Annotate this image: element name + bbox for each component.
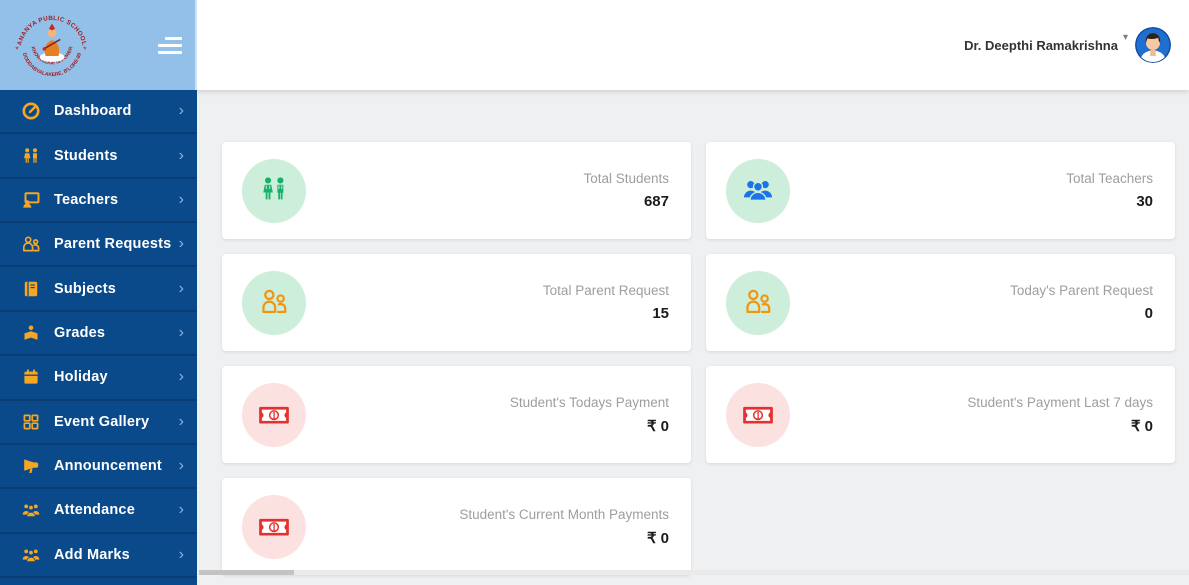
sidebar-item-label: Event Gallery <box>54 413 150 430</box>
sidebar-nav: Dashboard › Students › Teachers › Parent… <box>0 90 197 578</box>
sidebar-item-label: Grades <box>54 324 106 341</box>
stat-value: 15 <box>652 305 669 322</box>
hamburger-icon <box>165 37 182 40</box>
stat-value: 0 <box>1144 305 1153 322</box>
stat-card-todays-payment: 1 Student's Todays Payment ₹ 0 <box>222 366 691 463</box>
sidebar-item-label: Holiday <box>54 369 108 386</box>
sidebar-item-event-gallery[interactable]: Event Gallery › <box>0 401 197 445</box>
stat-card-todays-parent-request: Today's Parent Request 0 <box>706 254 1175 351</box>
money-bill-icon: 1 <box>726 382 790 447</box>
deity-illustration-icon <box>39 23 65 62</box>
sidebar-item-label: Parent Requests <box>54 236 172 253</box>
stat-value: ₹ 0 <box>1130 417 1153 435</box>
sidebar-item-label: Subjects <box>54 280 117 297</box>
svg-text:1: 1 <box>756 410 761 420</box>
stat-value: ₹ 0 <box>646 529 669 547</box>
students-icon <box>242 158 306 223</box>
parents-icon <box>242 270 306 335</box>
stats-grid: Total Students 687 Total Teachers 30 <box>222 142 1175 575</box>
svg-text:1: 1 <box>272 410 277 420</box>
svg-text:1: 1 <box>272 522 277 532</box>
chevron-right-icon: › <box>178 279 184 297</box>
chevron-right-icon: › <box>178 235 184 253</box>
megaphone-icon <box>20 456 41 476</box>
sidebar-item-add-marks[interactable]: Add Marks › <box>0 534 197 578</box>
logo-star-icon: * <box>15 45 19 54</box>
chevron-right-icon: › <box>178 368 184 386</box>
stat-label: Student's Todays Payment <box>509 394 669 410</box>
chevron-right-icon: › <box>178 457 184 475</box>
stat-value: ₹ 0 <box>646 417 669 435</box>
user-menu[interactable]: Dr. Deepthi Ramakrishna ▾ <box>964 0 1171 90</box>
stat-label: Total Parent Request <box>542 283 669 298</box>
stat-label: Today's Parent Request <box>1010 283 1153 298</box>
sidebar-item-label: Dashboard <box>54 103 132 120</box>
chevron-right-icon: › <box>178 501 184 519</box>
students-icon <box>20 146 41 166</box>
calendar-icon <box>20 367 41 387</box>
school-logo[interactable]: ANANYA PUBLIC SCHOOL DODDABYALAKERE, B'L… <box>13 4 91 82</box>
menu-toggle-button[interactable] <box>158 37 182 54</box>
sidebar-item-attendance[interactable]: Attendance › <box>0 489 197 534</box>
teachers-icon <box>726 158 790 223</box>
sidebar-item-grades[interactable]: Grades › <box>0 312 197 357</box>
top-header: Dr. Deepthi Ramakrishna ▾ <box>197 0 1189 90</box>
stat-card-total-parent-request: Total Parent Request 15 <box>222 254 691 351</box>
group-icon <box>20 545 41 565</box>
chevron-right-icon: › <box>178 190 184 208</box>
sidebar-item-subjects[interactable]: Subjects › <box>0 267 197 312</box>
parents-icon <box>726 270 790 335</box>
stat-card-current-month-payments: 1 Student's Current Month Payments ₹ 0 <box>222 478 691 575</box>
grid-icon <box>20 412 41 432</box>
chevron-right-icon: › <box>178 323 184 341</box>
stat-value: 30 <box>1136 193 1153 210</box>
stat-card-total-students: Total Students 687 <box>222 142 691 239</box>
user-name: Dr. Deepthi Ramakrishna <box>964 37 1118 53</box>
book-icon <box>20 279 41 299</box>
sidebar-item-label: Announcement <box>54 458 162 475</box>
stat-card-total-teachers: Total Teachers 30 <box>706 142 1175 239</box>
chevron-right-icon: › <box>178 412 184 430</box>
logo-star-icon: * <box>83 45 87 54</box>
teachers-icon <box>20 190 41 210</box>
chevron-right-icon: › <box>178 146 184 164</box>
sidebar-item-announcement[interactable]: Announcement › <box>0 445 197 490</box>
stat-card-payment-last-7-days: 1 Student's Payment Last 7 days ₹ 0 <box>706 366 1175 463</box>
main-content: Total Students 687 Total Teachers 30 <box>197 90 1189 585</box>
sidebar-item-label: Add Marks <box>54 546 130 563</box>
chevron-right-icon: › <box>178 102 184 120</box>
sidebar-item-label: Students <box>54 147 118 164</box>
stat-label: Student's Current Month Payments <box>459 506 669 522</box>
stat-label: Total Students <box>583 171 669 186</box>
horizontal-scrollbar[interactable] <box>199 570 1189 575</box>
sidebar-item-holiday[interactable]: Holiday › <box>0 356 197 401</box>
horizontal-scrollbar-thumb[interactable] <box>199 570 294 575</box>
stat-label: Student's Payment Last 7 days <box>967 394 1153 410</box>
sidebar: ANANYA PUBLIC SCHOOL DODDABYALAKERE, B'L… <box>0 0 197 585</box>
chevron-right-icon: › <box>178 545 184 563</box>
caret-down-icon: ▾ <box>1122 31 1128 43</box>
sidebar-item-label: Teachers <box>54 191 119 208</box>
group-icon <box>20 500 41 520</box>
sidebar-item-label: Attendance <box>54 502 135 519</box>
stat-label: Total Teachers <box>1066 171 1153 186</box>
sidebar-item-teachers[interactable]: Teachers › <box>0 179 197 224</box>
sidebar-item-parent-requests[interactable]: Parent Requests › <box>0 223 197 268</box>
parents-icon <box>20 234 41 254</box>
money-bill-icon: 1 <box>242 494 306 559</box>
avatar[interactable] <box>1135 27 1171 63</box>
sidebar-item-students[interactable]: Students › <box>0 134 197 179</box>
stat-value: 687 <box>643 193 669 210</box>
sidebar-logo-strip: ANANYA PUBLIC SCHOOL DODDABYALAKERE, B'L… <box>0 0 197 90</box>
sidebar-item-dashboard[interactable]: Dashboard › <box>0 90 197 135</box>
money-bill-icon: 1 <box>242 382 306 447</box>
grades-icon <box>20 323 41 343</box>
dashboard-gauge-icon <box>20 101 41 121</box>
